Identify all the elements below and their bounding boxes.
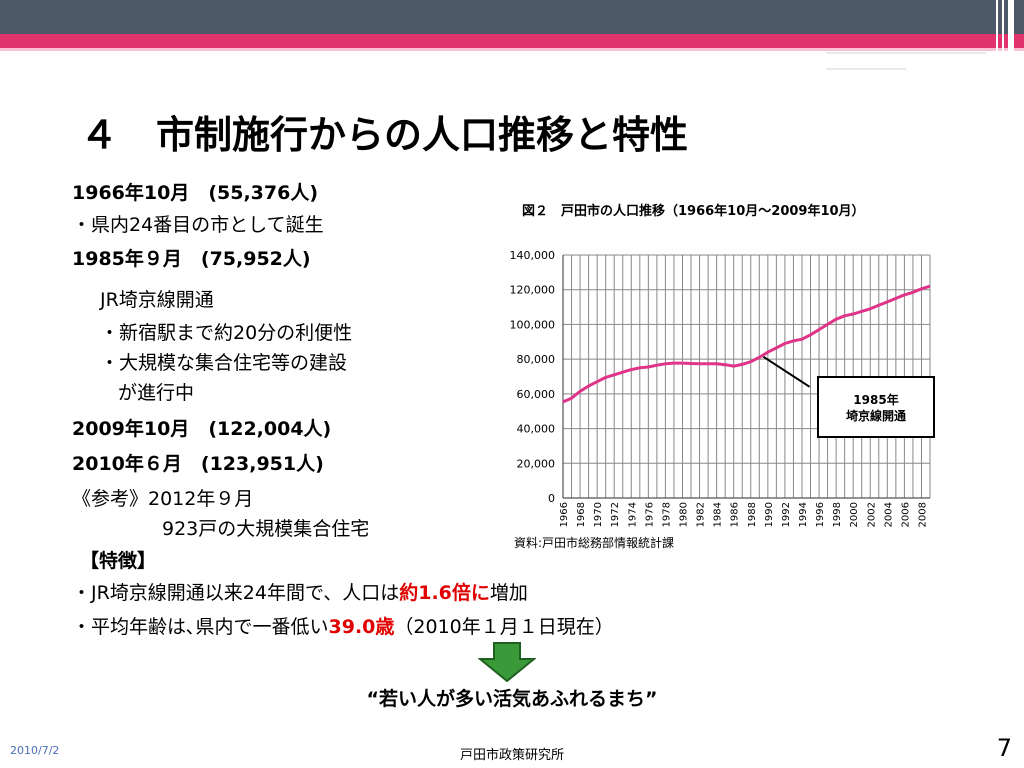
feature-age: ・平均年齢は､県内で一番低い39.0歳（2010年１月１日現在）: [72, 612, 614, 639]
x-tick-label: 2000: [849, 502, 860, 527]
accent-stripe: [0, 48, 1024, 51]
history-1966: 1966年10月 (55,376人): [72, 182, 319, 204]
callout-connector: [762, 356, 811, 388]
reference-2012: 《参考》2012年９月: [72, 488, 254, 510]
history-1985: 1985年９月 (75,952人): [72, 248, 311, 270]
decorative-line: [826, 68, 906, 70]
history-1985-sub: JR埼京線開通: [100, 289, 214, 311]
features-heading: 【特徴】: [80, 550, 157, 572]
decorative-stripe: [1008, 0, 1014, 70]
y-tick-label: 140,000: [510, 249, 556, 262]
y-tick-label: 60,000: [517, 388, 556, 401]
slide-title: ４ 市制施行からの人口推移と特性: [80, 113, 689, 157]
x-tick-label: 2008: [917, 502, 928, 527]
chart-annotation: 1985年 埼京線開通: [817, 376, 935, 438]
x-tick-label: 2004: [883, 502, 894, 527]
x-tick-label: 1984: [713, 502, 724, 527]
x-tick-label: 2002: [866, 502, 877, 527]
x-tick-label: 1968: [576, 502, 587, 527]
y-tick-labels: 0 20,000 40,000 60,000 80,000 100,000 120,000 1…: [510, 249, 556, 505]
feature-age-text: ・平均年齢は､県内で一番低い: [72, 616, 329, 638]
x-tick-label: 1994: [798, 502, 809, 527]
feature-age-highlight: 39.0歳: [328, 616, 395, 638]
annotation-line-1: 1985年: [853, 393, 899, 407]
top-bar: [0, 0, 1024, 34]
x-tick-label: 1988: [747, 502, 758, 527]
feature-age-date: （2010年１月１日現在）: [394, 616, 614, 638]
footer-organization: 戸田市政策研究所: [459, 748, 564, 763]
page-number: 7: [996, 734, 1012, 762]
history-2010: 2010年６月 (123,951人): [72, 453, 324, 475]
decorative-stripe: [996, 0, 998, 70]
y-tick-label: 20,000: [517, 457, 556, 470]
x-tick-label: 1990: [764, 502, 775, 527]
x-tick-label: 1986: [730, 502, 741, 527]
x-tick-label: 1966: [559, 502, 570, 527]
x-tick-label: 1972: [610, 502, 621, 527]
y-tick-label: 80,000: [517, 353, 556, 366]
chart-title: 図２ 戸田市の人口推移（1966年10月～2009年10月）: [522, 204, 865, 219]
annotation-line-2: 埼京線開通: [845, 409, 906, 423]
decorative-stripe: [1002, 0, 1004, 70]
history-1985-note-3: が進行中: [118, 382, 195, 404]
slogan: “若い人が多い活気あふれるまち”: [366, 688, 658, 710]
x-tick-label: 2006: [900, 502, 911, 527]
footer-date: 2010/7/2: [10, 744, 60, 757]
x-tick-label: 1982: [696, 502, 707, 527]
x-tick-labels: 1966 1968 1970 1972 1974 1976 1978 1980 1982 1984…: [559, 502, 928, 527]
history-2009: 2009年10月 (122,004人): [72, 418, 332, 440]
x-tick-label: 1974: [627, 502, 638, 527]
x-tick-label: 1976: [644, 502, 655, 527]
y-tick-label: 0: [548, 492, 555, 505]
feature-population-highlight: 約1.6倍に: [399, 582, 490, 604]
accent-bar: [0, 34, 1024, 48]
x-tick-label: 1980: [678, 502, 689, 527]
x-tick-label: 1992: [781, 502, 792, 527]
x-tick-label: 1998: [832, 502, 843, 527]
x-tick-label: 1970: [593, 502, 604, 527]
chart-source: 資料:戸田市総務部情報統計課: [514, 536, 675, 550]
y-tick-label: 100,000: [510, 318, 556, 331]
down-arrow-icon: [478, 642, 536, 682]
history-1966-note: ・県内24番目の市として誕生: [72, 214, 324, 236]
decorative-line: [826, 52, 986, 54]
y-tick-label: 120,000: [510, 284, 556, 297]
x-tick-label: 1978: [661, 502, 672, 527]
y-tick-label: 40,000: [517, 423, 556, 436]
feature-population-text: ・JR埼京線開通以来24年間で、人口は: [72, 582, 400, 604]
feature-population: ・JR埼京線開通以来24年間で、人口は約1.6倍に増加: [72, 578, 528, 605]
reference-2012-note: 923戸の大規模集合住宅: [162, 518, 370, 540]
x-tick-label: 1996: [815, 502, 826, 527]
history-1985-note-1: ・新宿駅まで約20分の利便性: [100, 322, 353, 344]
feature-population-end: 増加: [489, 582, 528, 604]
history-1985-note-2: ・大規模な集合住宅等の建設: [100, 352, 348, 374]
